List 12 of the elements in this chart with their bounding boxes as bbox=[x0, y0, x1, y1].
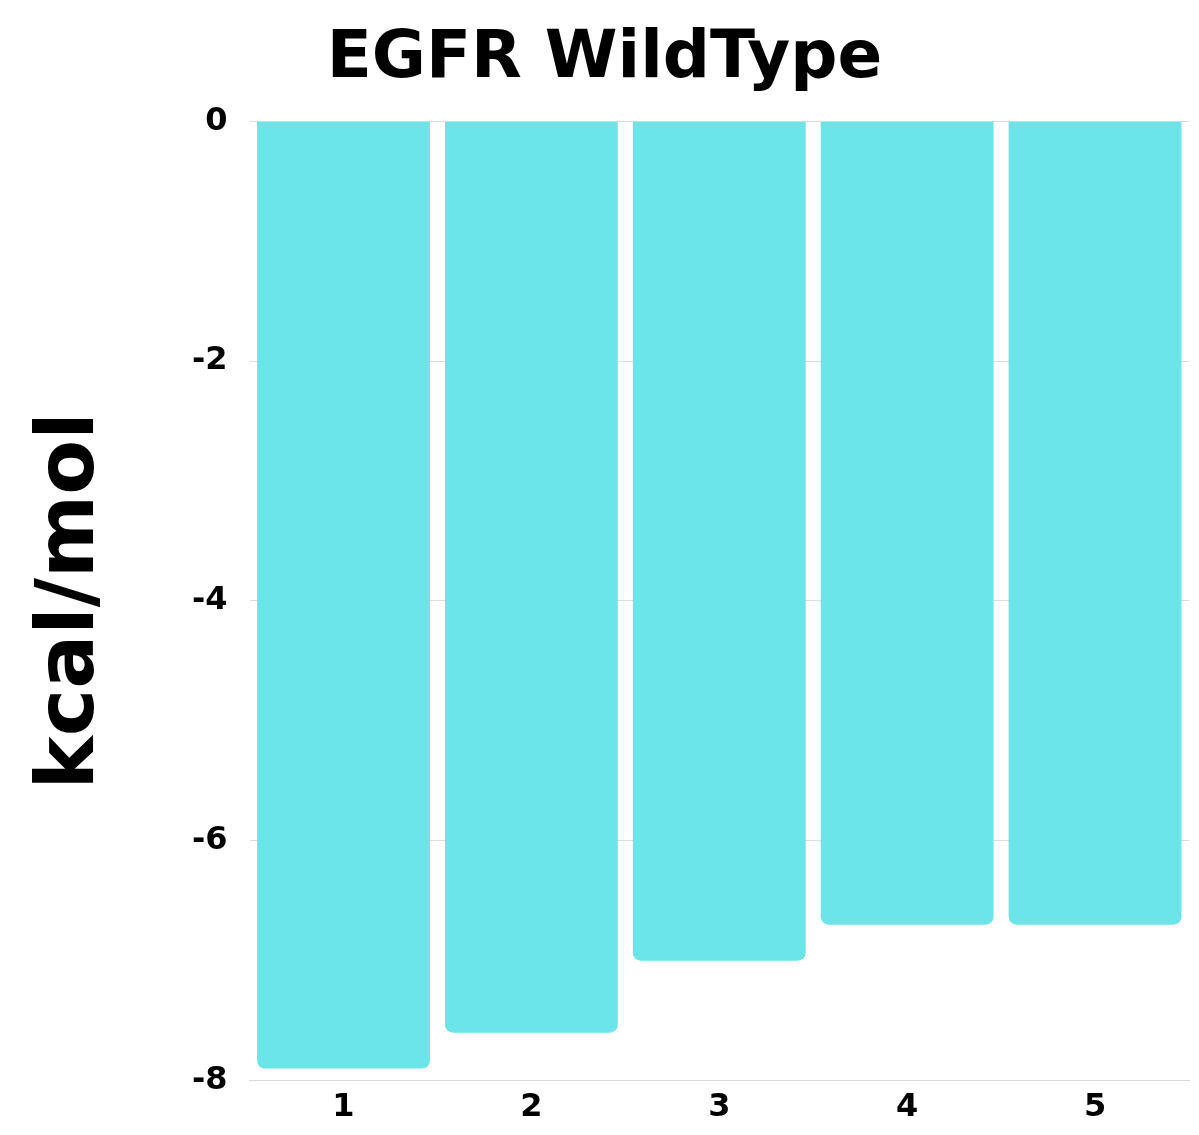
y-tick-label: -8 bbox=[192, 1058, 228, 1097]
y-tick-label: -4 bbox=[192, 579, 228, 618]
x-tick-label: 4 bbox=[896, 1086, 919, 1125]
x-tick-label: 2 bbox=[520, 1086, 543, 1125]
chart-title: EGFR WildType bbox=[326, 15, 883, 93]
y-tick-label: -6 bbox=[192, 819, 228, 858]
y-tick-label: -2 bbox=[192, 339, 228, 378]
x-tick-label: 1 bbox=[332, 1086, 355, 1125]
x-tick-label: 3 bbox=[708, 1086, 731, 1125]
x-tick-label: 5 bbox=[1083, 1086, 1107, 1125]
y-tick-label: 0 bbox=[205, 99, 228, 138]
y-axis-title: kcal/mol bbox=[18, 412, 112, 790]
